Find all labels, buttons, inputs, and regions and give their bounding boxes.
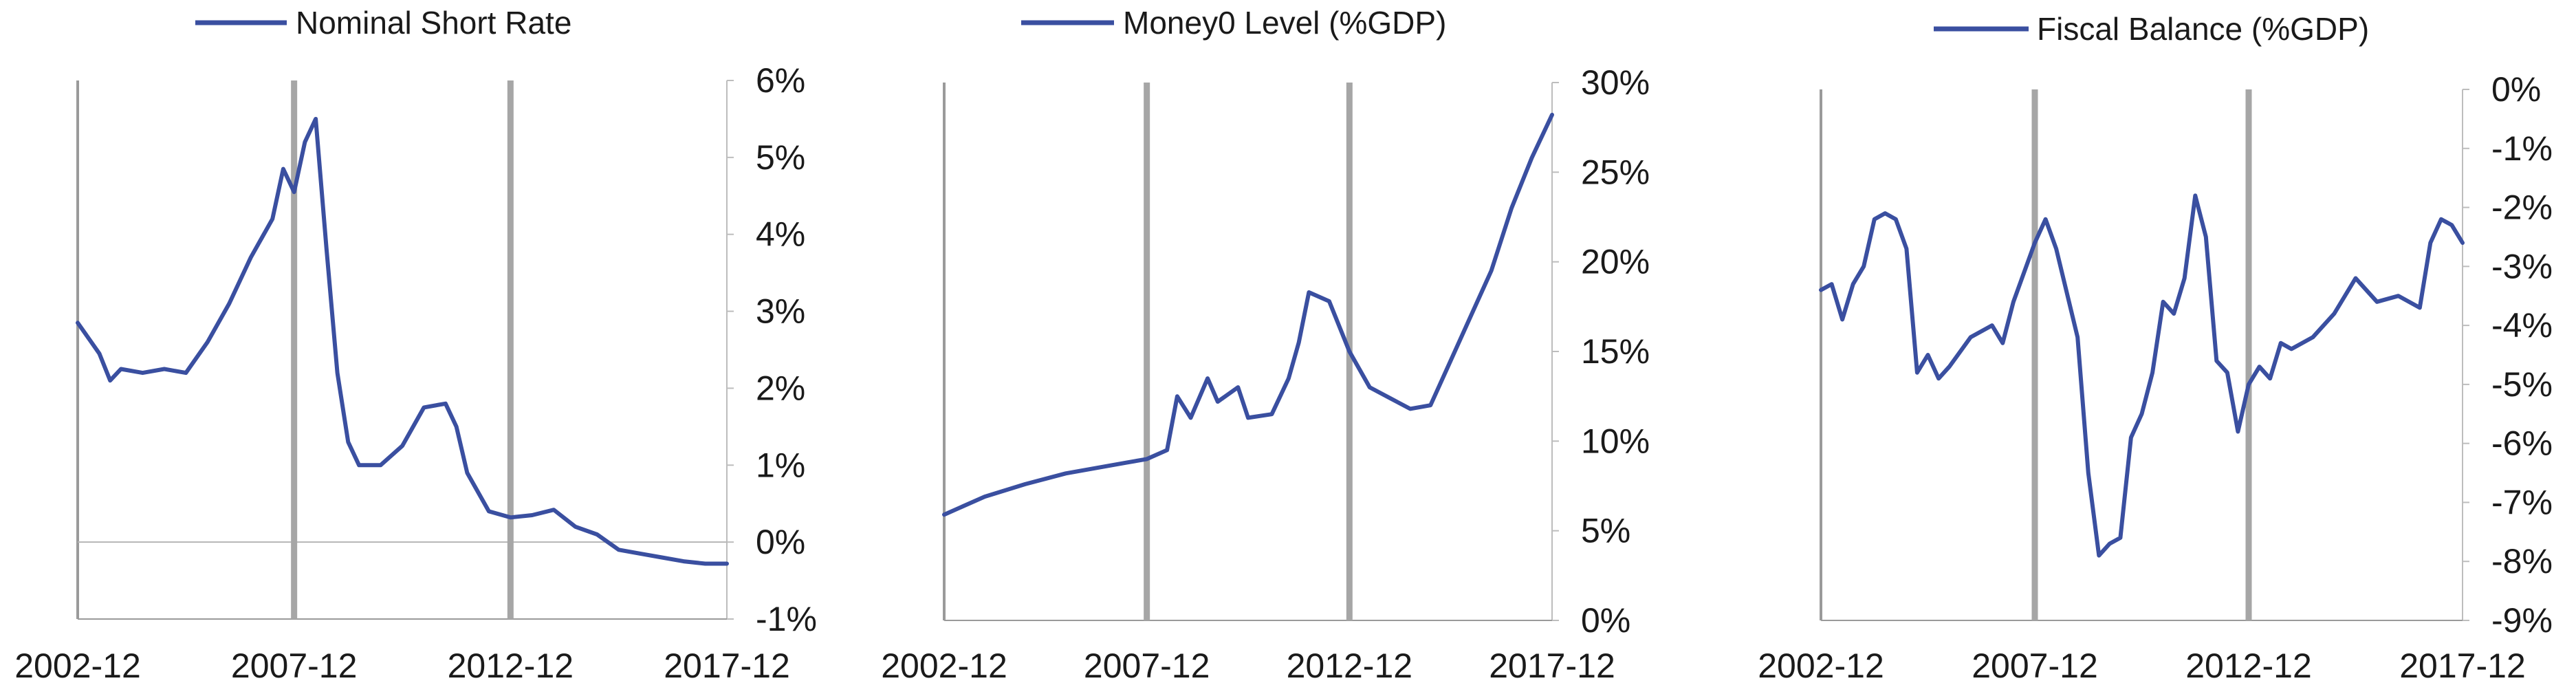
y-tick-label: 25%	[1581, 153, 1650, 191]
y-tick-label: 0%	[756, 523, 805, 561]
y-tick-label: -2%	[2491, 188, 2553, 227]
y-tick-label: -1%	[756, 600, 817, 638]
y-tick-label: 6%	[756, 61, 805, 100]
money0-level-chart: 30% 25% 20% 15% 10% 5% 0% 2002-12 2007-12 2012-12…	[881, 5, 1650, 685]
y-tick-label: 1%	[756, 446, 805, 484]
y-tick-label: -9%	[2491, 601, 2553, 640]
x-tick-label: 2012-12	[448, 647, 574, 685]
y-tick-label: 5%	[1581, 512, 1630, 550]
y-tick-label: 5%	[756, 138, 805, 177]
x-tick-label: 2007-12	[1972, 647, 2098, 685]
y-tick-label: -7%	[2491, 483, 2553, 521]
y-tick-label: -1%	[2491, 129, 2553, 168]
y-tick-label: 30%	[1581, 63, 1650, 102]
legend-label: Fiscal Balance (%GDP)	[2037, 11, 2369, 47]
x-tick-label: 2002-12	[1758, 647, 1884, 685]
y-tick-label: -4%	[2491, 306, 2553, 345]
series-line	[1819, 193, 2465, 558]
legend-label: Nominal Short Rate	[296, 5, 571, 41]
y-tick-label: -6%	[2491, 424, 2553, 463]
x-tick-label: 2007-12	[231, 647, 358, 685]
y-tick-label: 3%	[756, 292, 805, 331]
y-tick-label: -5%	[2491, 365, 2553, 404]
x-tick-label: 2017-12	[1489, 647, 1615, 685]
x-tick-label: 2012-12	[2185, 647, 2312, 685]
series-line	[942, 112, 1554, 517]
y-tick-label: 0%	[1581, 601, 1630, 640]
y-tick-label: -3%	[2491, 247, 2553, 285]
x-tick-label: 2012-12	[1287, 647, 1413, 685]
y-tick-label: 2%	[756, 369, 805, 407]
y-tick-label: 10%	[1581, 422, 1650, 460]
y-tick-label: -8%	[2491, 542, 2553, 581]
fiscal-balance-chart: 0% -1% -2% -3% -4% -5% -6% -7% -8% -9% 2002-12 2007…	[1758, 11, 2553, 685]
y-tick-label: 4%	[756, 215, 805, 254]
x-tick-label: 2017-12	[664, 647, 790, 685]
x-tick-label: 2007-12	[1084, 647, 1210, 685]
legend-label: Money0 Level (%GDP)	[1123, 5, 1446, 41]
x-tick-label: 2017-12	[2399, 647, 2526, 685]
y-tick-label: 15%	[1581, 332, 1650, 371]
x-tick-label: 2002-12	[881, 647, 1007, 685]
series-line	[76, 116, 729, 566]
y-tick-label: 20%	[1581, 243, 1650, 281]
y-tick-label: 0%	[2491, 70, 2541, 109]
x-tick-label: 2002-12	[14, 647, 141, 685]
nominal-short-rate-chart: 6% 5% 4% 3% 2% 1% 0% -1% 2002-12 2007-12 2012-12 20…	[14, 5, 817, 685]
